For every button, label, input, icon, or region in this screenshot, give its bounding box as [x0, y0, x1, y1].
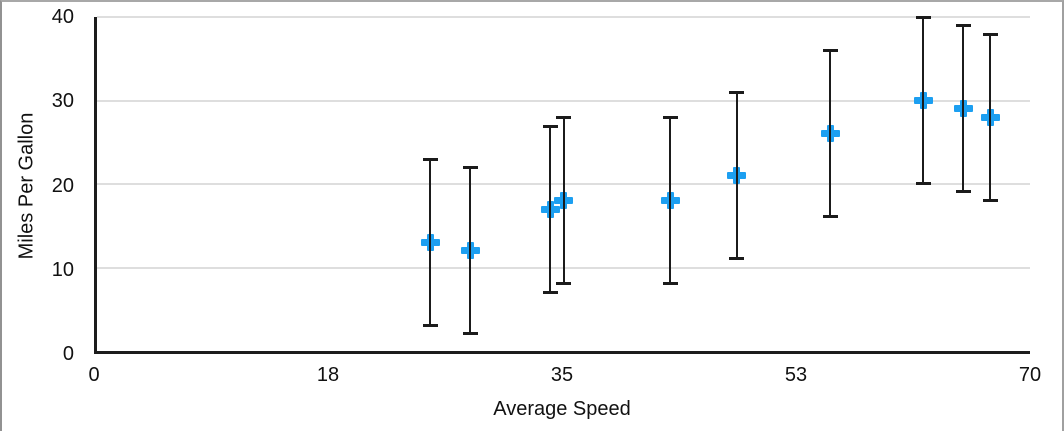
x-axis-tick-labels: 0 18 35 53 70	[88, 363, 1041, 391]
error-bar	[422, 157, 438, 327]
y-tick-label: 10	[51, 258, 74, 281]
error-bar	[556, 116, 571, 286]
x-tick-label: 53	[784, 364, 808, 386]
error-bar	[822, 49, 838, 219]
x-tick-label: 70	[1018, 364, 1042, 386]
error-bar	[542, 124, 558, 294]
x-tick-label: 35	[550, 364, 574, 386]
y-tick-label: 40	[51, 6, 74, 28]
x-tick-label: 0	[88, 364, 100, 386]
error-bar	[915, 16, 931, 185]
y-axis-tick-labels: 0 10 20 30 40	[2, 6, 74, 365]
gridline	[97, 16, 1030, 18]
error-bar	[662, 116, 678, 286]
error-bar	[982, 32, 998, 202]
error-bar	[462, 166, 478, 336]
error-bar	[729, 91, 745, 261]
x-axis-title: Average Speed	[493, 398, 631, 420]
plot-area	[94, 16, 1030, 354]
gridline	[97, 99, 1030, 102]
error-bar	[955, 24, 971, 194]
y-tick-label: 30	[51, 90, 74, 113]
x-tick-label: 18	[316, 364, 340, 386]
y-tick-label: 20	[51, 174, 74, 197]
y-tick-label: 0	[62, 343, 74, 365]
